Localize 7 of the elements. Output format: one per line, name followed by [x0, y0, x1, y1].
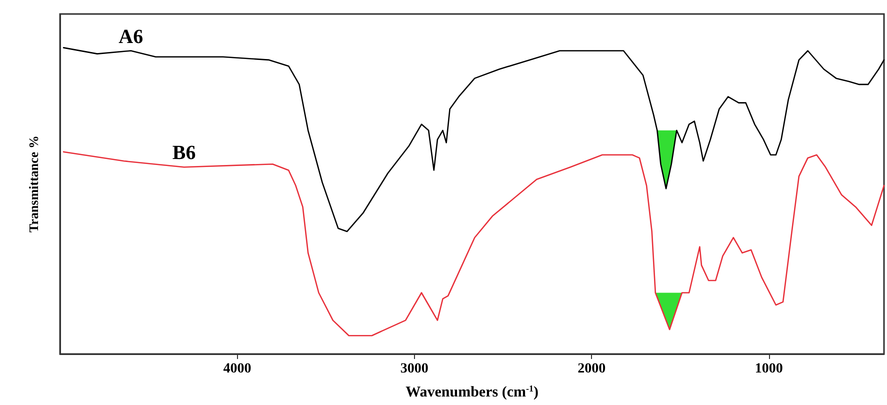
x-tick-label: 1000: [754, 362, 783, 376]
x-tick-label: 3000: [400, 362, 428, 376]
x-tick-label: 4000: [223, 362, 252, 376]
y-axis-title: Transmittance %: [26, 136, 41, 232]
series-label: B6: [172, 142, 196, 164]
series-label: A6: [118, 26, 144, 48]
x-tick-label: 2000: [578, 362, 606, 376]
